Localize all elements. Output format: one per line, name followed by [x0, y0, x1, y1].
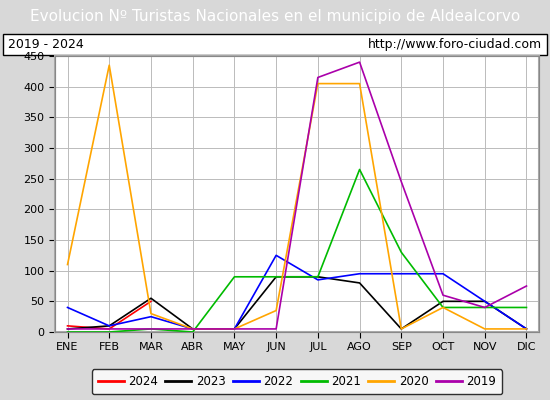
2022 — [106, 324, 113, 328]
2019 — [356, 60, 363, 64]
2023 — [231, 326, 238, 331]
2019 — [481, 305, 488, 310]
2020 — [189, 326, 196, 331]
Legend: 2024, 2023, 2022, 2021, 2020, 2019: 2024, 2023, 2022, 2021, 2020, 2019 — [92, 369, 502, 394]
2019 — [440, 293, 447, 298]
2022 — [523, 326, 530, 331]
2020 — [273, 308, 279, 313]
2022 — [189, 326, 196, 331]
2021 — [398, 250, 405, 255]
2023 — [147, 296, 154, 301]
2021 — [189, 330, 196, 334]
2020 — [523, 326, 530, 331]
2023 — [523, 326, 530, 331]
2023 — [273, 274, 279, 279]
2020 — [398, 326, 405, 331]
Line: 2024: 2024 — [68, 301, 151, 329]
2022 — [231, 326, 238, 331]
2023 — [356, 280, 363, 285]
2023 — [398, 326, 405, 331]
2020 — [147, 311, 154, 316]
2021 — [481, 305, 488, 310]
Text: Evolucion Nº Turistas Nacionales en el municipio de Aldealcorvo: Evolucion Nº Turistas Nacionales en el m… — [30, 9, 520, 24]
2019 — [231, 326, 238, 331]
2023 — [440, 299, 447, 304]
2019 — [64, 326, 71, 331]
2022 — [481, 299, 488, 304]
2019 — [189, 326, 196, 331]
2020 — [440, 305, 447, 310]
2022 — [440, 271, 447, 276]
2021 — [523, 305, 530, 310]
2023 — [481, 299, 488, 304]
2022 — [147, 314, 154, 319]
2022 — [398, 271, 405, 276]
2022 — [273, 253, 279, 258]
2024 — [106, 326, 113, 331]
2022 — [64, 305, 71, 310]
2021 — [231, 274, 238, 279]
2023 — [106, 324, 113, 328]
2024 — [147, 299, 154, 304]
2020 — [315, 81, 321, 86]
2022 — [315, 278, 321, 282]
2021 — [147, 326, 154, 331]
Text: http://www.foro-ciudad.com: http://www.foro-ciudad.com — [367, 38, 542, 51]
2019 — [523, 284, 530, 288]
2020 — [106, 63, 113, 68]
2023 — [315, 274, 321, 279]
2023 — [64, 326, 71, 331]
2019 — [273, 326, 279, 331]
Line: 2020: 2020 — [68, 65, 526, 329]
2020 — [231, 326, 238, 331]
2019 — [398, 179, 405, 184]
2021 — [356, 167, 363, 172]
2021 — [273, 274, 279, 279]
Line: 2019: 2019 — [68, 62, 526, 329]
2019 — [147, 326, 154, 331]
2024 — [64, 324, 71, 328]
2020 — [64, 262, 71, 267]
2019 — [106, 326, 113, 331]
2022 — [356, 271, 363, 276]
2019 — [315, 75, 321, 80]
Line: 2021: 2021 — [68, 170, 526, 332]
Line: 2023: 2023 — [68, 277, 526, 329]
2021 — [106, 330, 113, 334]
2021 — [315, 274, 321, 279]
2020 — [356, 81, 363, 86]
Text: 2019 - 2024: 2019 - 2024 — [8, 38, 84, 51]
2020 — [481, 326, 488, 331]
Line: 2022: 2022 — [68, 255, 526, 329]
2023 — [189, 326, 196, 331]
2021 — [64, 330, 71, 334]
2021 — [440, 305, 447, 310]
